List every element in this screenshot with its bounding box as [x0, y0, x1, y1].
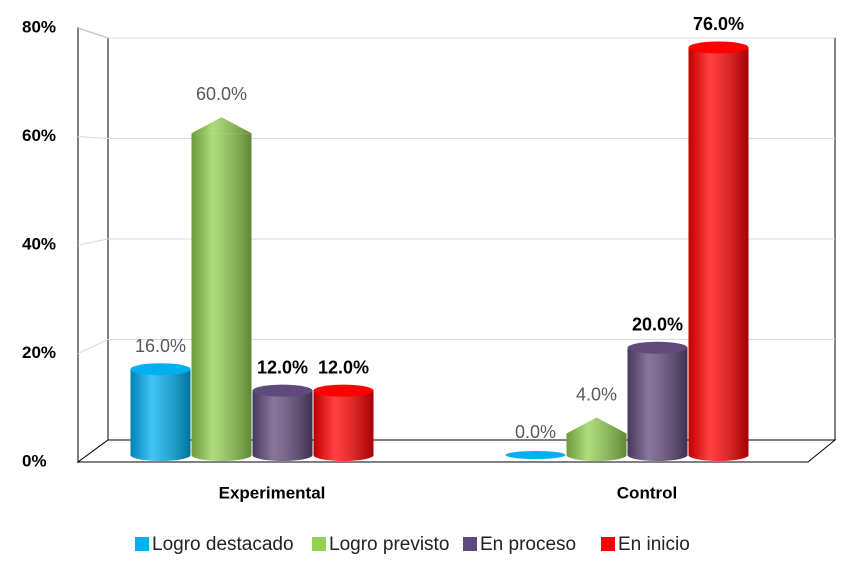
legend-label: Logro previsto	[329, 534, 449, 555]
bar-top	[313, 384, 374, 397]
grid-line	[77, 238, 835, 246]
bar-shade	[688, 47, 749, 455]
y-tick-label: 20%	[22, 343, 56, 362]
grid-line	[77, 27, 835, 39]
bar-shade	[627, 347, 688, 455]
bar-cap-shade	[566, 417, 627, 434]
bar-shade	[130, 369, 191, 455]
bar-cap-shade	[191, 117, 252, 134]
value-label: 12.0%	[318, 357, 369, 377]
legend-label: En inicio	[618, 534, 690, 555]
side-wall	[77, 27, 109, 463]
bar	[191, 117, 252, 461]
bar-bottom-shade	[191, 449, 252, 461]
bar	[252, 384, 313, 461]
value-label: 0.0%	[515, 422, 556, 442]
value-label: 20.0%	[632, 315, 683, 335]
bar	[688, 41, 749, 461]
bar	[313, 384, 374, 461]
bar	[566, 417, 627, 461]
bar-shade	[191, 133, 252, 455]
bar-bottom-shade	[688, 449, 749, 461]
bar-top	[627, 341, 688, 354]
y-tick-label: 60%	[22, 126, 56, 145]
bar	[627, 341, 688, 461]
bar-shade	[313, 390, 374, 455]
x-tick-label: Control	[617, 483, 677, 502]
bar-bottom-shade	[627, 449, 688, 461]
legend-swatch	[601, 537, 615, 551]
legend-swatch	[463, 537, 477, 551]
bar-bottom-shade	[130, 449, 191, 461]
bar	[505, 451, 566, 459]
legend-swatch	[135, 537, 149, 551]
bar-bottom-shade	[313, 449, 374, 461]
y-tick-label: 80%	[22, 17, 56, 36]
bar-top	[505, 451, 566, 459]
bar-top	[688, 41, 749, 54]
bar-top	[252, 384, 313, 397]
value-label: 60.0%	[196, 84, 247, 104]
bar-bottom-shade	[252, 449, 313, 461]
legend-label: Logro destacado	[152, 534, 294, 555]
legend-label: En proceso	[480, 534, 576, 555]
grid-line	[77, 339, 835, 354]
value-label: 76.0%	[693, 14, 744, 34]
value-label: 4.0%	[576, 384, 617, 404]
bar-shade	[252, 390, 313, 455]
bar-bottom-shade	[566, 449, 627, 461]
grid-line	[77, 136, 835, 139]
value-label: 12.0%	[257, 357, 308, 377]
y-tick-label: 0%	[22, 451, 47, 470]
bar	[130, 363, 191, 461]
x-tick-label: Experimental	[219, 483, 326, 502]
y-tick-label: 40%	[22, 234, 56, 253]
value-label: 16.0%	[135, 336, 186, 356]
bar-shade	[566, 433, 627, 455]
bar-top	[130, 363, 191, 376]
legend-swatch	[312, 537, 326, 551]
